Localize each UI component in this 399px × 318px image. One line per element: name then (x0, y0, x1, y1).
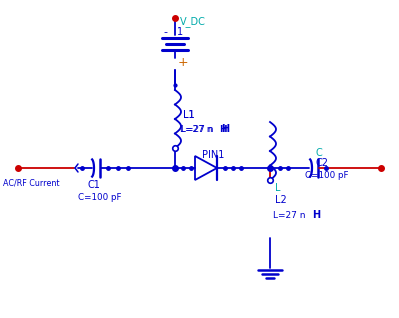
Text: C: C (315, 148, 322, 158)
Text: C2: C2 (315, 158, 328, 168)
Text: L1: L1 (183, 110, 195, 120)
Text: L=27 n: L=27 n (181, 125, 213, 134)
Text: PIN1: PIN1 (202, 150, 224, 160)
Text: H: H (219, 126, 227, 135)
Text: C1: C1 (87, 180, 100, 190)
Text: L1: L1 (183, 110, 195, 120)
Text: H: H (312, 210, 320, 220)
Text: -: - (163, 27, 167, 37)
Text: H: H (221, 124, 229, 134)
Text: C=100 pF: C=100 pF (305, 170, 348, 179)
Text: L: L (275, 183, 280, 193)
Text: C=100 pF: C=100 pF (78, 192, 122, 202)
Text: AC/RF Current: AC/RF Current (3, 178, 59, 188)
Text: L2: L2 (275, 195, 287, 205)
Text: V_DC: V_DC (180, 17, 206, 27)
Text: L=27 n: L=27 n (180, 126, 213, 135)
Text: L=27 n: L=27 n (273, 211, 306, 219)
Text: +: + (178, 57, 189, 70)
Text: 1: 1 (177, 27, 183, 37)
